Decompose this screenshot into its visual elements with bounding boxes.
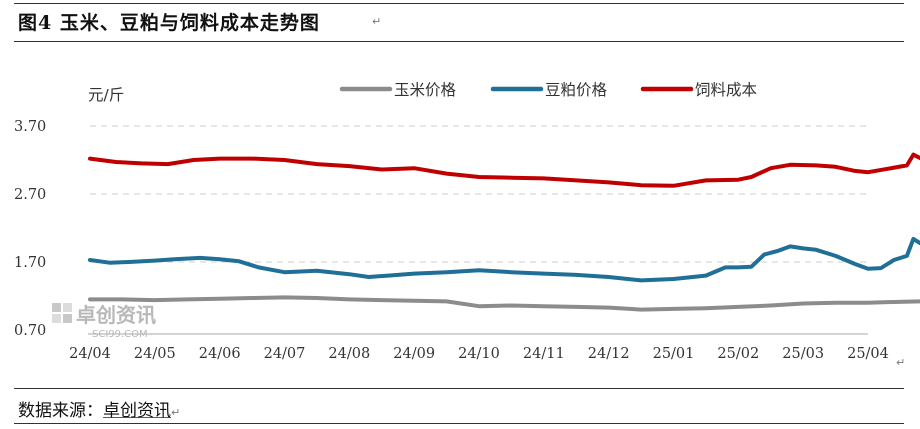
legend-label-1: 玉米价格 (394, 81, 457, 99)
watermark-site: SCI99.COM (92, 329, 148, 340)
x-tick-label: 24/12 (588, 346, 630, 362)
x-tick-label: 24/07 (264, 346, 306, 362)
source-label: 数据来源： (18, 401, 103, 421)
x-tick-label: 24/09 (393, 346, 435, 362)
y-tick-labels: 0.70 1.70 2.70 3.70 (14, 119, 46, 339)
y-tick-label: 2.70 (14, 187, 46, 203)
x-tick-label: 24/05 (134, 346, 176, 362)
watermark-logo: 卓创资讯 SCI99.COM (52, 303, 156, 340)
x-tick-label: 25/01 (653, 346, 695, 362)
bottom-rule (14, 423, 904, 424)
series-lines (88, 152, 920, 312)
grid-lines (90, 125, 868, 263)
legend-label-2: 豆粕价格 (545, 81, 608, 99)
x-tick-labels: 24/04 24/05 24/06 24/07 24/08 24/09 24/10 24/11… (69, 346, 889, 362)
y-tick-label: 0.70 (14, 323, 46, 339)
y-tick-label: 3.70 (14, 119, 46, 135)
series-line-1 (88, 295, 920, 312)
watermark-brand: 卓创资讯 (76, 303, 156, 327)
top-rule (14, 3, 904, 4)
x-tick-label: 24/08 (328, 346, 370, 362)
series-line-2 (88, 236, 920, 283)
x-tick-label: 25/02 (717, 346, 759, 362)
x-tick-label: 25/03 (782, 346, 824, 362)
series-line-3 (88, 152, 920, 188)
source-line: 数据来源：卓创资讯↵ (18, 396, 180, 421)
paragraph-mark-icon: ↵ (372, 15, 382, 28)
source-top-rule (14, 388, 904, 389)
source-name: 卓创资讯 (103, 401, 171, 421)
legend-label-3: 饲料成本 (695, 81, 757, 99)
paragraph-mark-icon-2: ↵ (896, 356, 906, 369)
figure-title: 图4 玉米、豆粕与饲料成本走势图 (18, 12, 320, 34)
x-tick-label: 24/11 (523, 346, 565, 362)
x-tick-label: 24/06 (199, 346, 241, 362)
y-unit-label: 元/斤 (88, 86, 124, 104)
x-tick-label: 24/04 (69, 346, 111, 362)
x-tick-label: 25/04 (847, 346, 889, 362)
paragraph-mark-icon-3: ↵ (171, 406, 181, 419)
x-tick-label: 24/10 (458, 346, 500, 362)
legend: 玉米价格 豆粕价格 饲料成本 (339, 81, 757, 99)
title-rule (14, 41, 904, 42)
y-tick-label: 1.70 (14, 255, 46, 271)
chart: 0.701.702.703.70 24/04 24/05 24/06 24/07 24/… (14, 81, 920, 362)
